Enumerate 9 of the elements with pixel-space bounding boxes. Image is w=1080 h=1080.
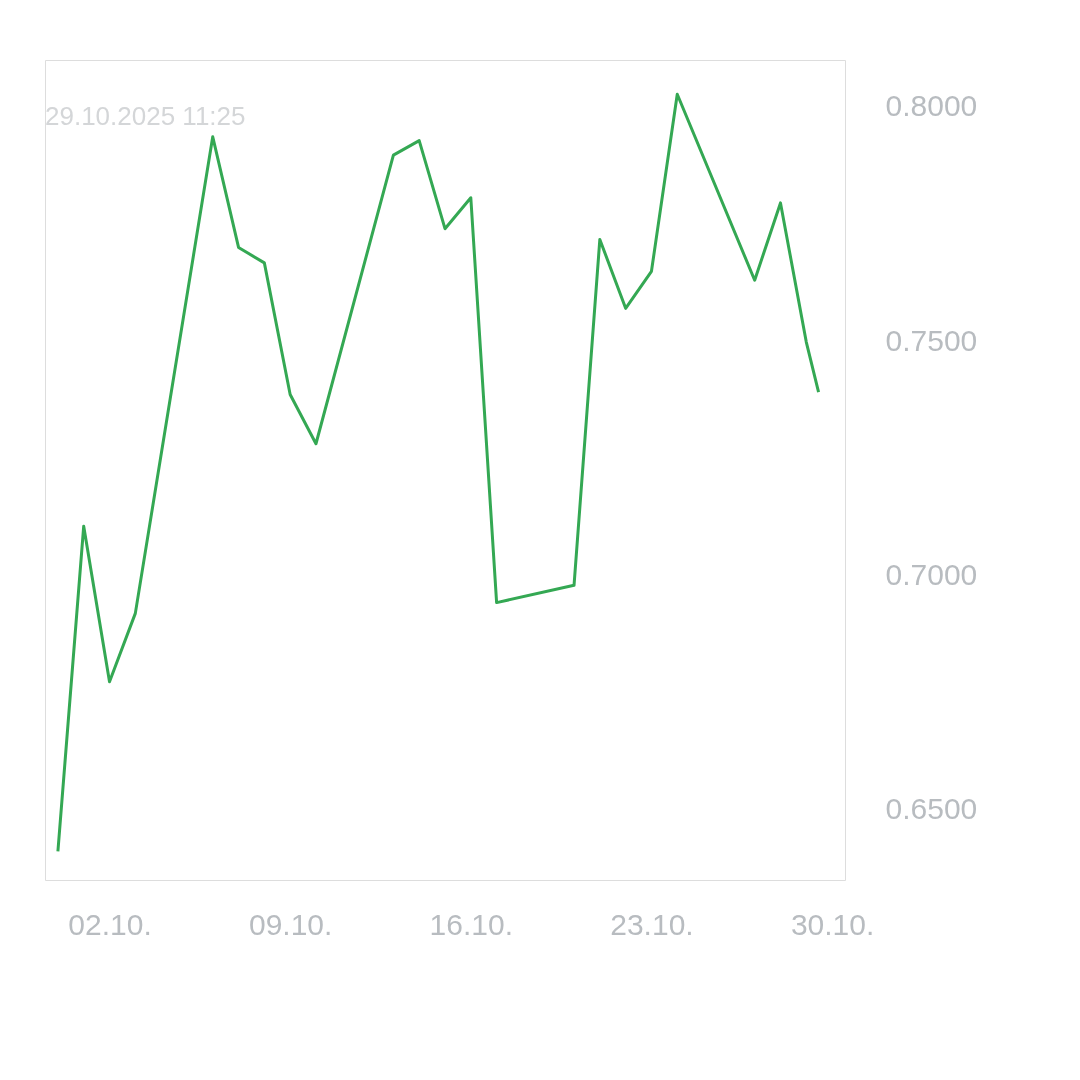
x-tick-label: 23.10. — [610, 907, 694, 941]
y-tick-label: 0.8000 — [885, 89, 978, 123]
y-tick-label: 0.6500 — [885, 792, 978, 826]
y-tick-label: 0.7500 — [885, 323, 978, 357]
x-tick-label: 09.10. — [248, 907, 333, 941]
x-tick-label: 02.10. — [68, 907, 152, 941]
x-tick-label: 16.10. — [429, 907, 514, 941]
x-tick-label: 30.10. — [790, 907, 875, 941]
y-tick-label: 0.7000 — [885, 557, 978, 591]
